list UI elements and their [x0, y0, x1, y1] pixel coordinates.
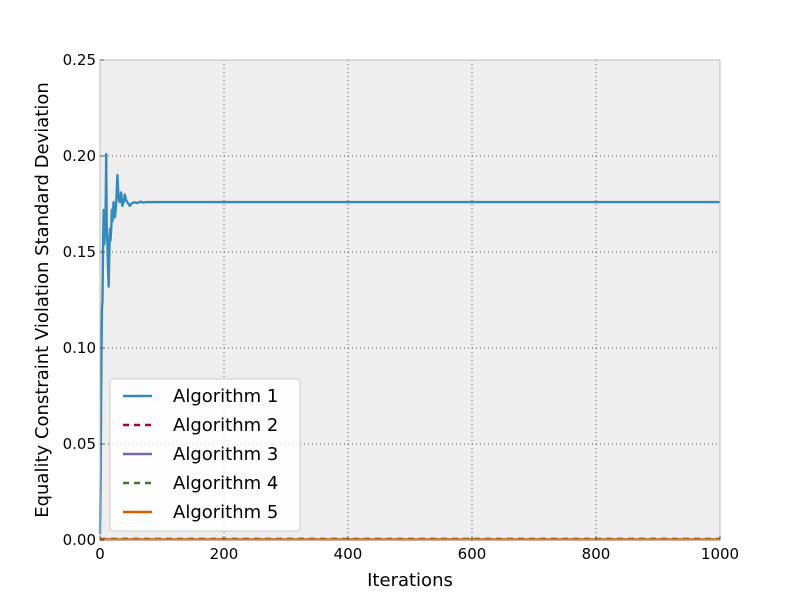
legend-label-3: Algorithm 3 [173, 444, 278, 465]
y-tick-label: 0.10 [63, 339, 96, 357]
legend: Algorithm 1 Algorithm 2 Algorithm 3 Algorit… [109, 378, 301, 532]
legend-label-4: Algorithm 4 [173, 473, 278, 494]
ticks: 0 200 400 600 800 1000 0.00 0.05 0.10 0.15 0.20 0.2… [63, 51, 740, 563]
series-line-1 [98, 152, 720, 535]
plot-frame [99, 59, 721, 541]
x-tick-label: 600 [458, 545, 487, 563]
x-tick-label: 0 [95, 545, 105, 563]
y-tick-label: 0.15 [63, 243, 96, 261]
y-tick-label: 0.05 [63, 435, 96, 453]
x-tick-label: 1000 [701, 545, 739, 563]
y-axis-label: Equality Constraint Violation Standard D… [32, 82, 53, 518]
x-tick-label: 200 [210, 545, 239, 563]
legend-label-2: Algorithm 2 [173, 415, 278, 436]
y-tick-label: 0.25 [63, 51, 96, 69]
x-tick-label: 400 [334, 545, 363, 563]
legend-label-5: Algorithm 5 [173, 502, 278, 523]
legend-box [109, 378, 301, 532]
y-tick-label: 0.20 [63, 147, 96, 165]
y-tick-label: 0.00 [63, 531, 96, 549]
x-tick-label: 800 [582, 545, 611, 563]
x-axis-label: Iterations [367, 570, 453, 591]
legend-label-1: Algorithm 1 [173, 386, 278, 407]
